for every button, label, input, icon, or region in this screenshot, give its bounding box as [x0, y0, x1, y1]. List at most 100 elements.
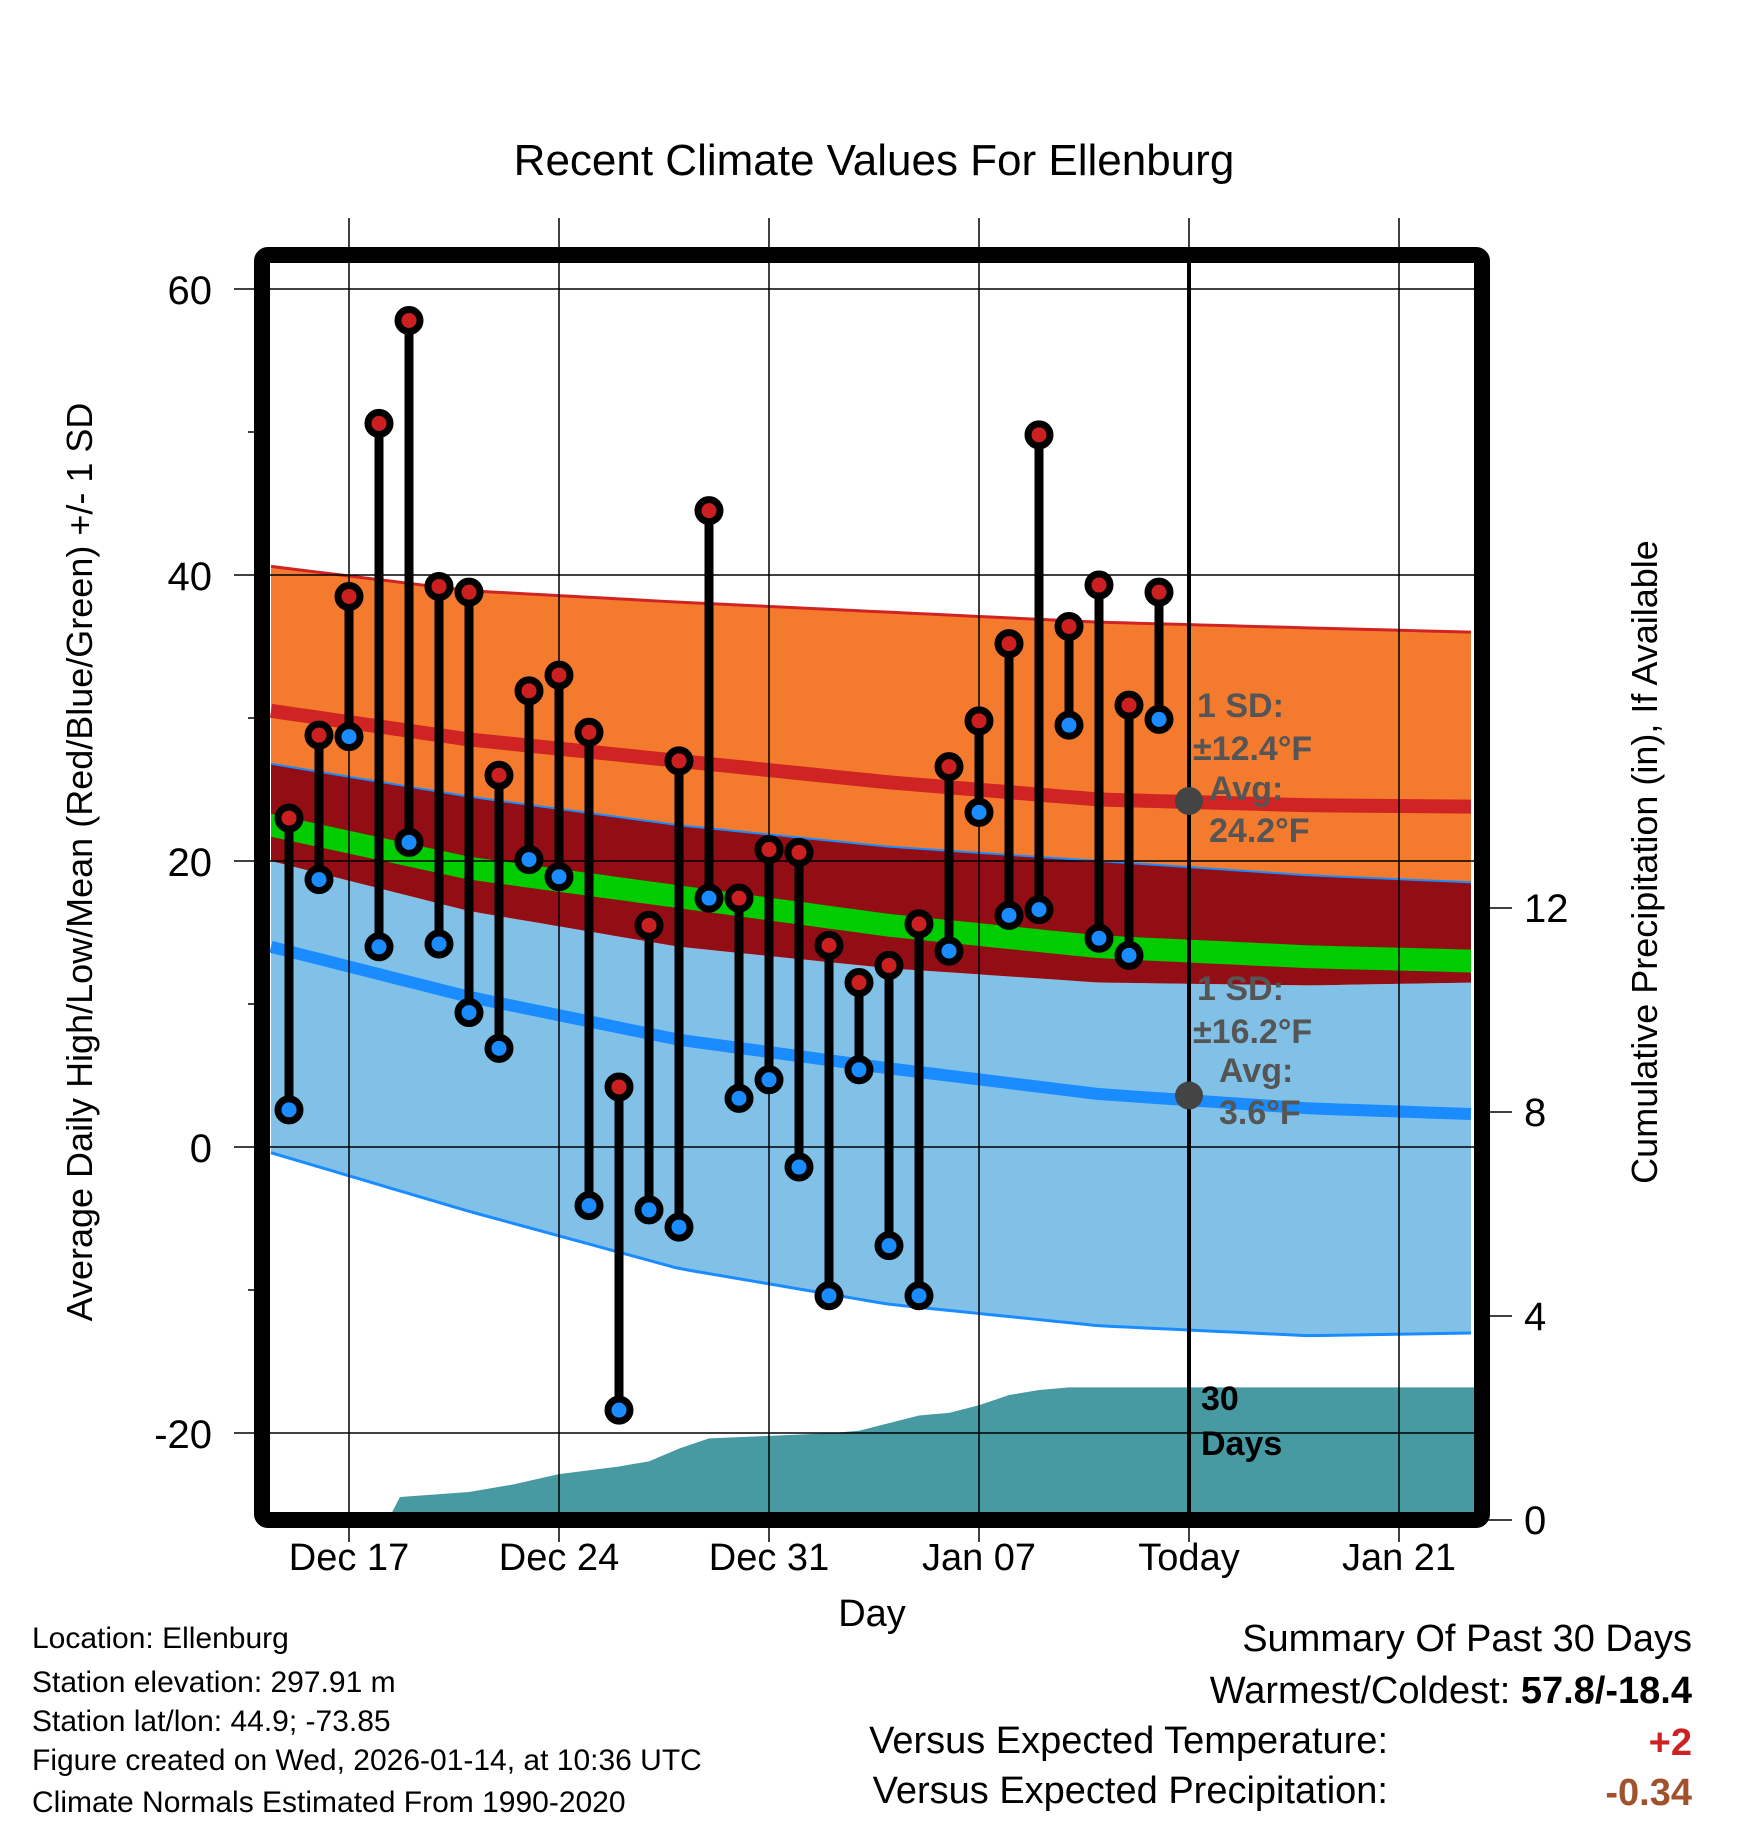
high-avg-label: Avg:: [1209, 770, 1283, 808]
low-temp-point: [844, 1055, 874, 1085]
high-temp-point: [754, 835, 784, 865]
x-tick-label: Dec 24: [499, 1537, 619, 1579]
low-temp-point: [934, 936, 964, 966]
low-temp-point: [754, 1065, 784, 1095]
y-tick-label: -20: [154, 1413, 212, 1457]
high-temp-point: [1024, 420, 1054, 450]
low-temp-point: [574, 1191, 604, 1221]
x-tick-label: Jan 21: [1342, 1537, 1456, 1579]
summary-warm-cold: Warmest/Coldest: 57.8/-18.4: [1210, 1670, 1692, 1713]
high-temp-point: [994, 629, 1024, 659]
low-temp-point: [664, 1212, 694, 1242]
high-temp-point: [1114, 690, 1144, 720]
temp-vs-expected-value: +2: [1648, 1722, 1692, 1764]
high-temp-point: [664, 746, 694, 776]
high-temp-point: [784, 837, 814, 867]
precip-vs-expected-value: -0.34: [1605, 1772, 1692, 1814]
low-temp-point: [484, 1033, 514, 1063]
high-temp-point: [904, 909, 934, 939]
low-temp-point: [904, 1281, 934, 1311]
low-temp-point: [454, 998, 484, 1028]
high-temp-point: [724, 883, 754, 913]
low-temp-point: [364, 932, 394, 962]
x-tick-label: Today: [1138, 1537, 1239, 1579]
footer-normals: Climate Normals Estimated From 1990-2020: [32, 1786, 626, 1819]
high-sd-label: 1 SD:: [1197, 687, 1284, 725]
y2-tick-label: 8: [1524, 1091, 1546, 1135]
low-temp-point: [634, 1195, 664, 1225]
low-temp-point: [304, 865, 334, 895]
precip-vs-expected-label: Versus Expected Precipitation:: [872, 1770, 1388, 1812]
high-temp-point: [364, 408, 394, 438]
low-temp-point: [1024, 895, 1054, 925]
low-temp-point: [544, 862, 574, 892]
footer-latlon: Station lat/lon: 44.9; -73.85: [32, 1705, 391, 1738]
low-sd-label: 1 SD:: [1197, 970, 1284, 1008]
low-avg-marker: [1175, 1081, 1203, 1110]
precip-days-label: 30: [1201, 1380, 1239, 1418]
low-temp-point: [694, 883, 724, 913]
x-tick-label: Dec 31: [709, 1537, 829, 1579]
warm-cold-value: 57.8/-18.4: [1520, 1670, 1692, 1712]
high-temp-point: [1054, 611, 1084, 641]
mean-normal-band: [271, 813, 1471, 973]
high-temp-point: [634, 910, 664, 940]
low-temp-point: [1114, 940, 1144, 970]
high-temp-point: [304, 720, 334, 750]
footer-created: Figure created on Wed, 2026-01-14, at 10…: [32, 1744, 702, 1777]
x-axis-label: Day: [838, 1593, 906, 1635]
y2-tick-label: 0: [1524, 1499, 1546, 1543]
y-tick-label: 0: [190, 1127, 212, 1171]
low-avg-label: Avg:: [1219, 1052, 1293, 1090]
low-temp-point: [994, 900, 1024, 930]
high-temp-point: [874, 950, 904, 980]
high-temp-point: [514, 676, 544, 706]
high-avg-value: 24.2°F: [1209, 812, 1310, 850]
low-temp-point: [874, 1231, 904, 1261]
footer-elevation: Station elevation: 297.91 m: [32, 1666, 396, 1699]
summary-title: Summary Of Past 30 Days: [1242, 1618, 1692, 1660]
x-tick-label: Jan 07: [922, 1537, 1036, 1579]
low-temp-point: [274, 1095, 304, 1125]
low-temp-point: [514, 845, 544, 875]
low-temp-point: [724, 1083, 754, 1113]
y-tick-label: 60: [168, 269, 213, 313]
high-temp-point: [424, 571, 454, 601]
high-temp-point: [964, 706, 994, 736]
high-sd-value: ±12.4°F: [1193, 730, 1312, 768]
warm-cold-label: Warmest/Coldest:: [1209, 1670, 1511, 1712]
high-temp-point: [544, 660, 574, 690]
low-lower-line: [270, 1151, 1472, 1338]
low-sd-value: ±16.2°F: [1193, 1013, 1312, 1051]
low-temp-point: [1054, 710, 1084, 740]
y2-tick-label: 4: [1524, 1295, 1546, 1339]
low-temp-point: [394, 827, 424, 857]
precip-area: [388, 1387, 1474, 1520]
low-temp-point: [964, 797, 994, 827]
low-temp-point: [334, 722, 364, 752]
y2-tick-label: 12: [1524, 887, 1569, 931]
high-temp-point: [484, 760, 514, 790]
low-temp-point: [604, 1395, 634, 1425]
high-temp-point: [394, 305, 424, 335]
high-temp-point: [334, 581, 364, 611]
y2-axis-label: Cumulative Precipitation (in), If Availa…: [1624, 540, 1665, 1184]
low-temp-point: [814, 1281, 844, 1311]
precip-days-label-2: Days: [1201, 1425, 1282, 1463]
low-temp-point: [1144, 704, 1174, 734]
low-sd-band: [271, 861, 1471, 1336]
high-temp-point: [814, 930, 844, 960]
temp-vs-expected-label: Versus Expected Temperature:: [869, 1720, 1388, 1762]
low-avg-value: 3.6°F: [1219, 1094, 1301, 1132]
y-tick-label: 20: [168, 841, 213, 885]
high-temp-point: [1144, 577, 1174, 607]
high-temp-point: [274, 803, 304, 833]
mid-band: [271, 763, 1471, 986]
y-tick-label: 40: [168, 555, 213, 599]
low-temp-point: [424, 929, 454, 959]
high-temp-point: [604, 1072, 634, 1102]
high-temp-point: [574, 717, 604, 747]
high-avg-marker: [1175, 786, 1203, 815]
